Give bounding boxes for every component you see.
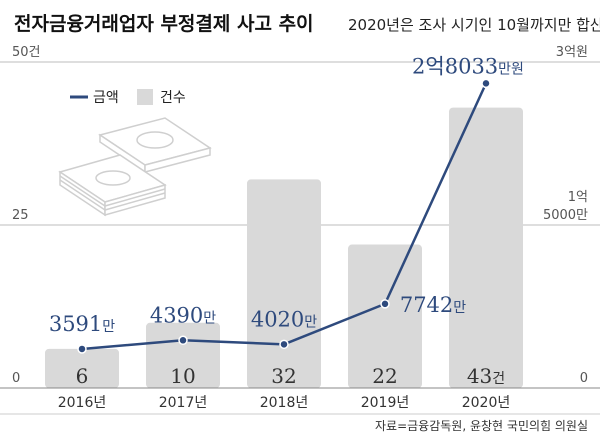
x-axis-ticks: 2016년 2017년 2018년 2019년 2020년 [58, 395, 511, 411]
x-tick-label-1: 2017년 [159, 395, 208, 411]
legend-label-amount: 금액 [93, 90, 119, 106]
bar-2 [247, 179, 321, 388]
x-tick-label-0: 2016년 [58, 395, 107, 411]
money-stack-icon [58, 117, 212, 217]
bar-value-label-2: 32 [271, 364, 296, 388]
legend-label-count: 건수 [160, 90, 186, 106]
x-tick-label-3: 2019년 [361, 395, 410, 411]
bar-value-label-3: 22 [372, 364, 397, 388]
bar-value-label-0: 6 [76, 364, 89, 388]
bar-3 [348, 244, 422, 388]
axis-labels: 0 25 50건 0 1억 5000만 3억원 [12, 45, 588, 386]
line-point-1 [178, 335, 188, 346]
line-value-label-4: 2억8033만원 [412, 54, 524, 78]
legend-bar-swatch [137, 89, 153, 105]
bar-1 [146, 322, 220, 388]
right-axis-tick-1-1: 5000만 [543, 208, 588, 223]
line-value-label-1: 4390만 [150, 303, 216, 327]
right-axis-tick-1-0: 1억 [568, 190, 588, 205]
line-point-3 [380, 299, 390, 309]
legend: 금액 건수 [70, 89, 186, 106]
line-point-0 [77, 344, 87, 354]
x-tick-label-2: 2018년 [260, 395, 309, 411]
x-tick-label-4: 2020년 [462, 395, 511, 411]
right-axis-tick-0-0: 0 [580, 371, 588, 386]
line-value-label-3: 7742만 [400, 293, 466, 317]
left-axis-tick-2: 50건 [12, 45, 41, 60]
line-point-4 [481, 78, 491, 89]
bar-value-label-1: 10 [170, 364, 195, 388]
bar-0 [45, 348, 119, 388]
line-value-label-2: 4020만 [251, 307, 317, 331]
chart-title: 전자금융거래업자 부정결제 사고 추이 [14, 13, 314, 35]
left-axis-tick-0: 0 [12, 371, 20, 386]
right-axis-tick-2-0: 3억원 [556, 45, 588, 60]
line-series [77, 78, 491, 354]
bar-labels: 6 10 32 22 43건 [76, 364, 506, 388]
chart-subtitle: 2020년은 조사 시기인 10월까지만 합산 [348, 16, 600, 34]
bar-value-label-4: 43건 [467, 364, 505, 388]
source-note: 자료=금융감독원, 윤창현 국민의힘 의원실 [375, 419, 588, 433]
bar-4 [449, 107, 523, 388]
line-labels: 3591만 4390만 4020만 7742만 2억8033만원 [49, 54, 524, 336]
line-point-2 [279, 339, 289, 350]
left-axis-tick-1: 25 [12, 208, 29, 223]
line-value-label-0: 3591만 [49, 312, 115, 336]
